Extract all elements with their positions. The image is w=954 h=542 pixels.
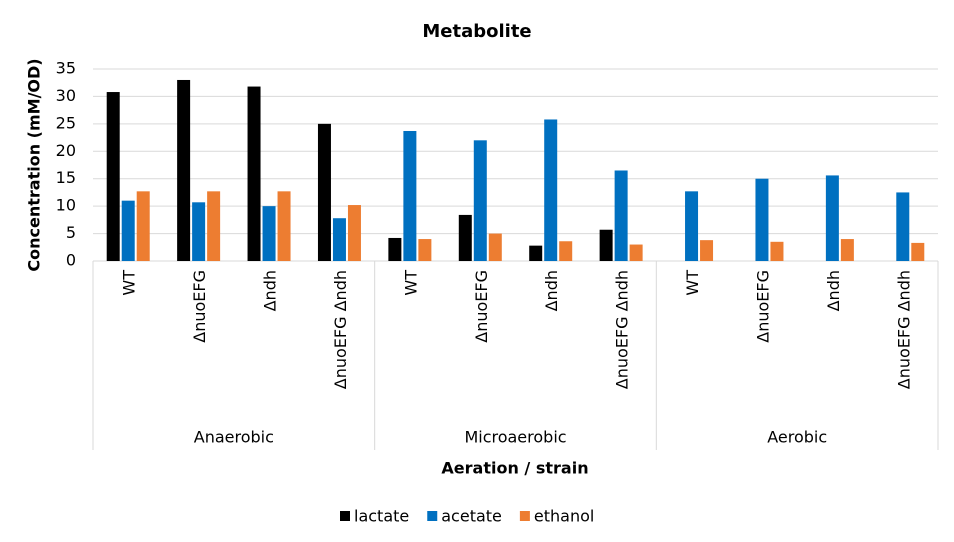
legend-swatch <box>340 511 350 521</box>
x-tick-label: Δndh <box>824 270 843 311</box>
bar <box>840 239 854 261</box>
bar <box>177 79 191 261</box>
bar <box>418 239 432 261</box>
y-tick-label: 30 <box>56 86 76 105</box>
y-tick-label: 15 <box>56 168 76 187</box>
x-tick-label: ΔnuoEFG <box>753 270 772 343</box>
bar <box>458 214 472 261</box>
x-tick-label: ΔnuoEFG <box>190 270 209 343</box>
x-tick-label: WT <box>683 270 702 296</box>
bar <box>755 178 769 261</box>
bar <box>529 245 543 261</box>
bar <box>911 242 925 261</box>
group-label: Aerobic <box>767 428 827 447</box>
bar <box>121 200 135 261</box>
x-axis-title: Aeration / strain <box>441 459 588 478</box>
bar <box>825 175 839 261</box>
x-tick-label: Δndh <box>261 270 280 311</box>
x-tick-label: WT <box>120 270 139 296</box>
x-tick-label: ΔnuoEFG <box>472 270 491 343</box>
bar <box>700 240 714 261</box>
chart-title: Metabolite <box>422 21 531 42</box>
bar <box>277 191 291 261</box>
bar <box>770 241 784 261</box>
bar <box>332 218 346 261</box>
bar <box>247 86 261 261</box>
group-label: Anaerobic <box>194 428 274 447</box>
bar <box>473 140 487 261</box>
x-tick-label: ΔnuoEFG Δndh <box>613 270 632 389</box>
bar <box>685 191 699 261</box>
y-tick-label: 0 <box>66 251 76 270</box>
bar <box>388 237 402 261</box>
x-tick-label: ΔnuoEFG Δndh <box>331 270 350 389</box>
y-tick-label: 25 <box>56 113 76 132</box>
bar <box>106 92 120 261</box>
legend-swatch <box>427 511 438 521</box>
y-tick-label: 10 <box>56 196 76 215</box>
bar <box>599 229 613 261</box>
bar <box>614 170 628 261</box>
bar <box>136 191 150 261</box>
bar <box>629 244 643 261</box>
y-tick-label: 5 <box>66 223 76 242</box>
bar <box>317 123 331 261</box>
bar <box>347 205 361 261</box>
legend-label: lactate <box>354 507 409 526</box>
bar <box>192 202 206 261</box>
bar <box>207 191 221 261</box>
x-tick-label: WT <box>401 270 420 296</box>
legend-label: acetate <box>441 507 502 526</box>
legend-label: ethanol <box>534 507 594 526</box>
bar <box>403 130 417 261</box>
bar <box>262 206 276 261</box>
bar <box>896 192 910 261</box>
legend-swatch <box>519 511 530 521</box>
bar <box>544 119 558 262</box>
x-tick-label: ΔnuoEFG Δndh <box>894 270 913 389</box>
y-tick-label: 20 <box>56 141 76 160</box>
bar <box>488 233 502 261</box>
group-label: Microaerobic <box>464 428 566 447</box>
y-tick-label: 35 <box>56 59 76 78</box>
x-tick-label: Δndh <box>542 270 561 311</box>
bar <box>559 241 573 261</box>
y-axis-title: Concentration (mM/OD) <box>25 58 44 271</box>
